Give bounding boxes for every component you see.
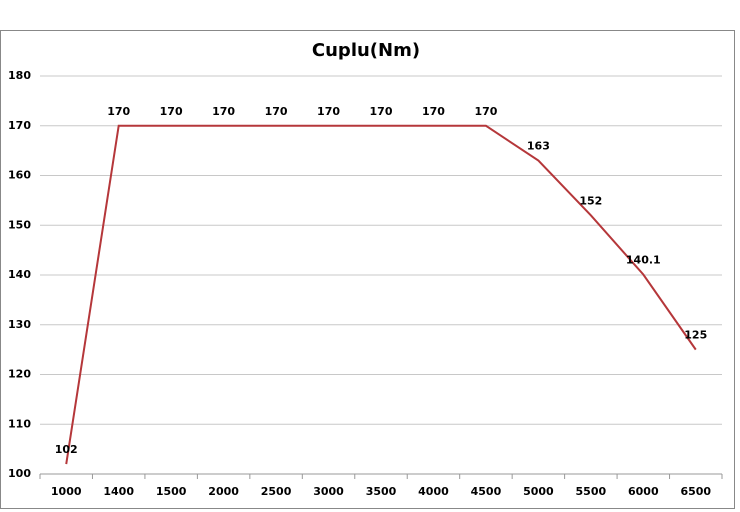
x-tick-label: 6500	[680, 485, 711, 498]
x-tick-label: 1000	[51, 485, 82, 498]
y-tick-label: 100	[8, 467, 31, 480]
x-tick-label: 4000	[418, 485, 449, 498]
data-label: 170	[317, 105, 340, 118]
x-tick-label: 6000	[628, 485, 659, 498]
data-label: 170	[474, 105, 497, 118]
data-label: 163	[527, 140, 550, 153]
x-tick-label: 4500	[471, 485, 502, 498]
y-tick-label: 120	[8, 368, 31, 381]
line-series	[65, 124, 697, 465]
data-label: 170	[212, 105, 235, 118]
y-tick-label: 170	[8, 119, 31, 132]
data-label: 125	[684, 329, 707, 342]
y-tick-label: 150	[8, 218, 31, 231]
data-label: 170	[160, 105, 183, 118]
y-tick-label: 130	[8, 318, 31, 331]
y-tick-label: 160	[8, 169, 31, 182]
x-tick-label: 1400	[103, 485, 134, 498]
data-label: 170	[265, 105, 288, 118]
data-label: 170	[370, 105, 393, 118]
y-tick-label: 110	[8, 417, 31, 430]
x-tick-label: 2000	[208, 485, 239, 498]
data-label: 170	[422, 105, 445, 118]
x-tick-label: 5500	[576, 485, 607, 498]
x-tick-label: 1500	[156, 485, 187, 498]
y-tick-label: 140	[8, 268, 31, 281]
y-tick-label: 180	[8, 69, 31, 82]
data-label: 152	[579, 194, 602, 207]
x-tick-label: 3500	[366, 485, 397, 498]
data-label: 170	[107, 105, 130, 118]
data-label: 102	[55, 443, 78, 456]
x-tick-label: 5000	[523, 485, 554, 498]
data-label: 140.1	[626, 254, 661, 267]
x-tick-label: 3000	[313, 485, 344, 498]
chart-title: Cuplu(Nm)	[312, 40, 420, 61]
chart-frame	[0, 30, 735, 509]
x-tick-label: 2500	[261, 485, 292, 498]
